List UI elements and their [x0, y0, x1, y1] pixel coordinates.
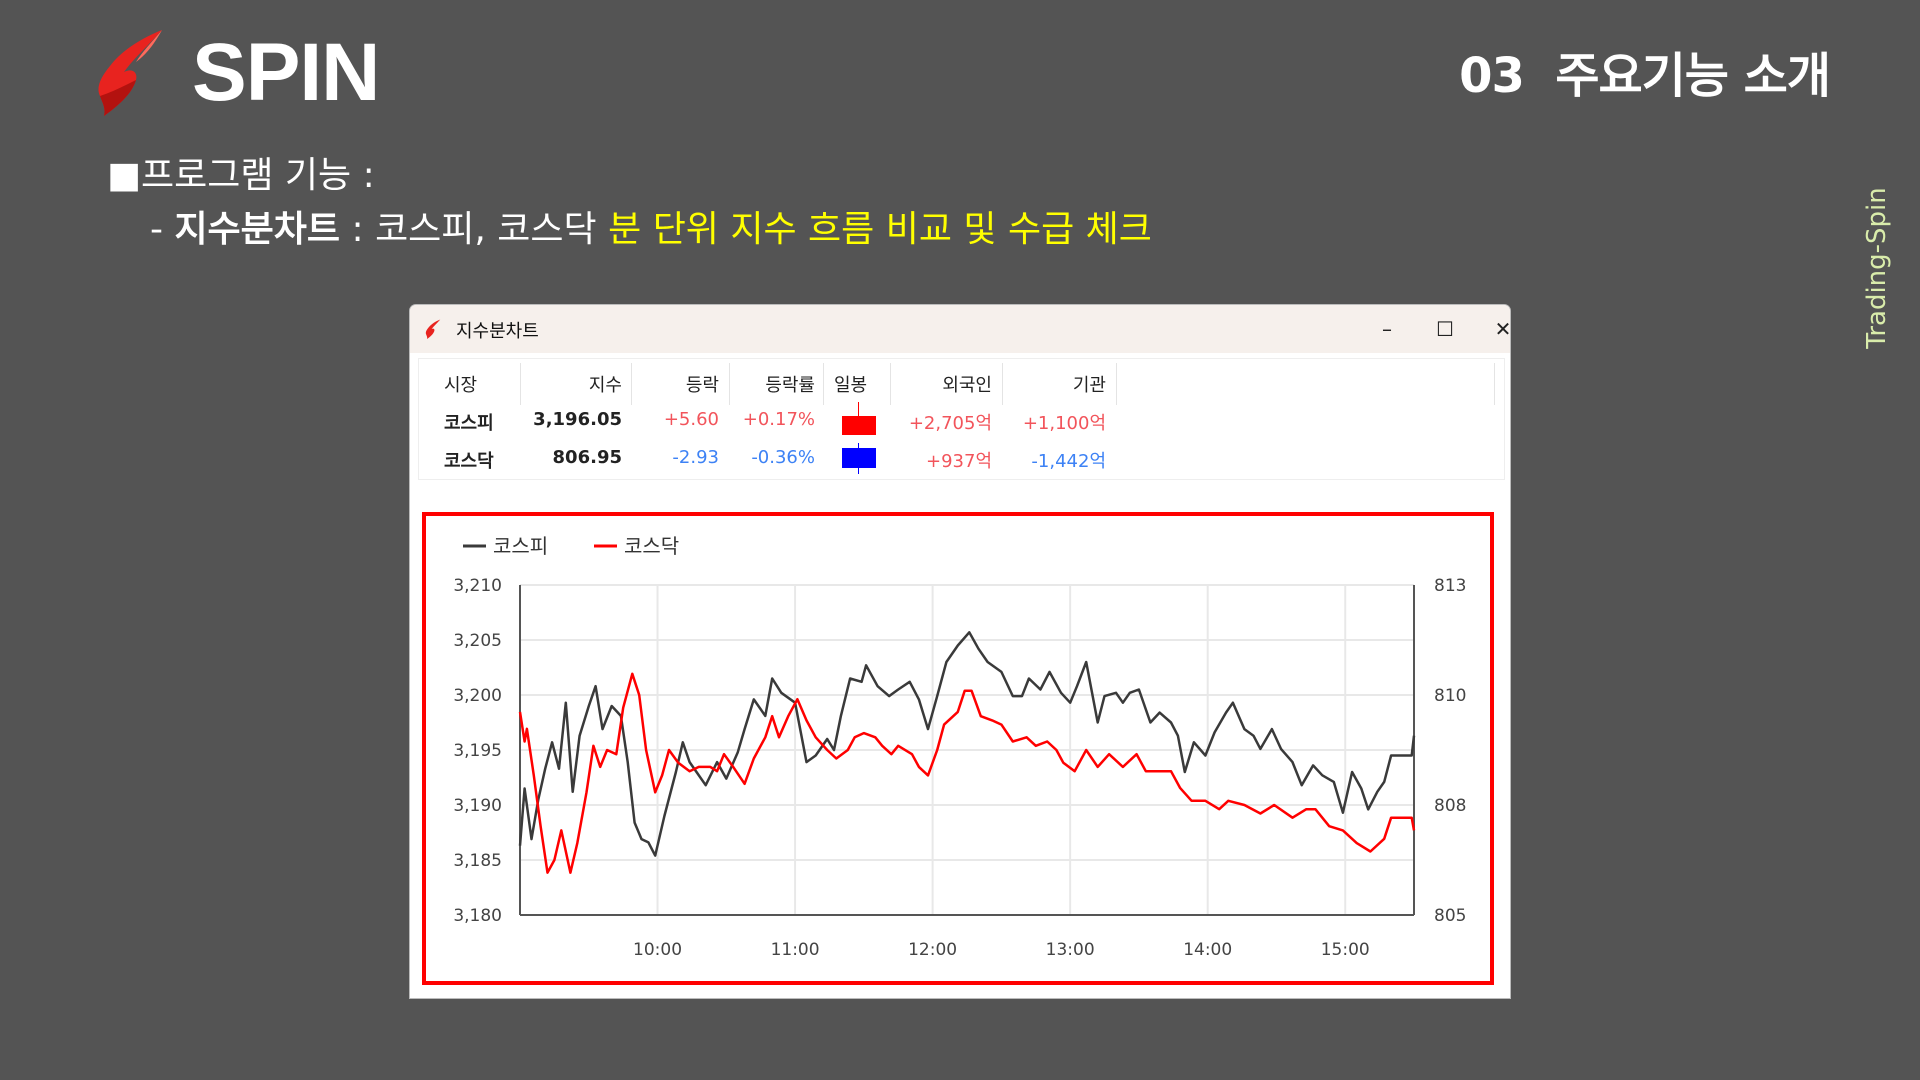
brand-name: SPIN — [192, 27, 380, 118]
header-change[interactable]: 등락 — [685, 375, 719, 396]
right-axis-tick-label: 813 — [1434, 576, 1466, 596]
header-institution[interactable]: 기관 — [1072, 375, 1106, 396]
feature-description: - 지수분차트 : 코스피, 코스닥 분 단위 지수 흐름 비교 및 수급 체크 — [150, 200, 1152, 252]
kosdaq-series-line — [518, 672, 1416, 874]
kospi-institution-value: +1,100 — [1022, 413, 1090, 434]
side-label-text: Trading-Spin — [1862, 186, 1892, 349]
unit-label: 억 — [1089, 451, 1106, 472]
right-axis-tick-label: 808 — [1434, 796, 1466, 816]
row-kospi-institution: +1,100억 — [1023, 409, 1106, 435]
column-divider — [520, 363, 521, 405]
right-axis-tick-label: 810 — [1434, 686, 1466, 706]
row-kosdaq-index: 806.95 — [552, 447, 622, 468]
index-minute-chart-window: 지수분차트 – ☐ ✕ 시장 지수 등락 등락률 일봉 외국인 기관 코스피 3… — [410, 305, 1510, 998]
left-axis-tick-label: 3,200 — [453, 686, 502, 706]
kospi-series-line — [518, 631, 1416, 857]
row-kosdaq-institution: -1,442억 — [1031, 447, 1106, 473]
unit-label: 억 — [1089, 413, 1106, 434]
feature-targets: : 코스피, 코스닥 — [340, 209, 609, 250]
header-change-rate[interactable]: 등락률 — [765, 375, 815, 396]
column-divider — [1002, 363, 1003, 405]
chart-lines — [518, 631, 1416, 874]
kospi-candle-up-icon — [842, 416, 876, 435]
minimize-button[interactable]: – — [1382, 317, 1392, 341]
feature-highlight: 분 단위 지수 흐름 비교 및 수급 체크 — [608, 209, 1152, 250]
row-kosdaq-change: -2.93 — [672, 447, 719, 468]
column-divider — [1116, 363, 1117, 405]
column-divider — [823, 363, 824, 405]
market-summary-table: 시장 지수 등락 등락률 일봉 외국인 기관 코스피 3,196.05 +5.6… — [418, 358, 1505, 480]
section-title: 03 주요기능 소개 — [1459, 48, 1831, 104]
left-axis-tick-label: 3,210 — [453, 576, 502, 596]
bullet-dash: - — [150, 209, 175, 250]
legend-kospi-label[interactable]: 코스피 — [493, 534, 548, 558]
feature-name: 지수분차트 — [174, 209, 341, 250]
row-kosdaq-change-rate: -0.36% — [751, 447, 815, 468]
left-axis-tick-label: 3,180 — [453, 906, 502, 926]
left-axis-tick-label: 3,190 — [453, 796, 502, 816]
row-kosdaq-foreign: +937억 — [926, 447, 992, 473]
header-index[interactable]: 지수 — [588, 375, 622, 396]
x-axis-tick-label: 13:00 — [1046, 940, 1095, 960]
chart-highlight-frame: 3,180 3,185 3,190 3,195 3,200 3,205 3,210 805 80… — [422, 512, 1494, 985]
column-divider — [631, 363, 632, 405]
x-axis-tick-label: 14:00 — [1183, 940, 1232, 960]
header-daily-candle[interactable]: 일봉 — [834, 375, 868, 396]
x-axis-tick-label: 10:00 — [633, 940, 682, 960]
unit-label: 억 — [975, 413, 992, 434]
x-axis-tick-label: 12:00 — [908, 940, 957, 960]
window-title: 지수분차트 — [456, 321, 539, 342]
window-titlebar[interactable]: 지수분차트 – ☐ ✕ — [410, 305, 1510, 353]
chart-legend[interactable]: 코스피 코스닥 — [463, 534, 679, 558]
row-kospi-change-rate: +0.17% — [742, 409, 815, 430]
header-market[interactable]: 시장 — [444, 375, 478, 396]
spin-logo-icon — [98, 30, 162, 116]
legend-kosdaq-label[interactable]: 코스닥 — [624, 534, 679, 558]
row-kospi-market[interactable]: 코스피 — [444, 413, 494, 434]
left-axis-tick-label: 3,205 — [453, 631, 502, 651]
feature-heading: ■프로그램 기능 : — [107, 155, 375, 196]
column-divider — [1494, 363, 1495, 405]
kosdaq-institution-value: -1,442 — [1031, 451, 1090, 472]
left-axis-tick-label: 3,185 — [453, 851, 502, 871]
x-axis-tick-label: 15:00 — [1321, 940, 1370, 960]
row-kospi-index: 3,196.05 — [533, 409, 622, 430]
header-foreign[interactable]: 외국인 — [942, 375, 992, 396]
right-axis-tick-label: 805 — [1434, 906, 1466, 926]
column-divider — [890, 363, 891, 405]
row-kospi-foreign: +2,705억 — [909, 409, 992, 435]
kospi-foreign-value: +2,705 — [908, 413, 976, 434]
row-kospi-change: +5.60 — [663, 409, 719, 430]
row-kosdaq-market[interactable]: 코스닥 — [444, 451, 494, 472]
column-divider — [729, 363, 730, 405]
chart-ticks: 3,180 3,185 3,190 3,195 3,200 3,205 3,210 805 80… — [453, 576, 1466, 960]
left-axis-tick-label: 3,195 — [453, 741, 502, 761]
chart-axes — [519, 585, 1415, 916]
unit-label: 억 — [975, 451, 992, 472]
app-logo-icon — [425, 319, 441, 339]
kosdaq-candle-down-icon — [842, 448, 876, 468]
side-label: Trading-Spin — [1862, 180, 1892, 355]
maximize-button[interactable]: ☐ — [1436, 317, 1454, 341]
x-axis-tick-label: 11:00 — [771, 940, 820, 960]
kosdaq-foreign-value: +937 — [925, 451, 976, 472]
close-button[interactable]: ✕ — [1494, 317, 1510, 341]
index-minute-chart[interactable]: 3,180 3,185 3,190 3,195 3,200 3,205 3,210 805 80… — [426, 516, 1490, 981]
